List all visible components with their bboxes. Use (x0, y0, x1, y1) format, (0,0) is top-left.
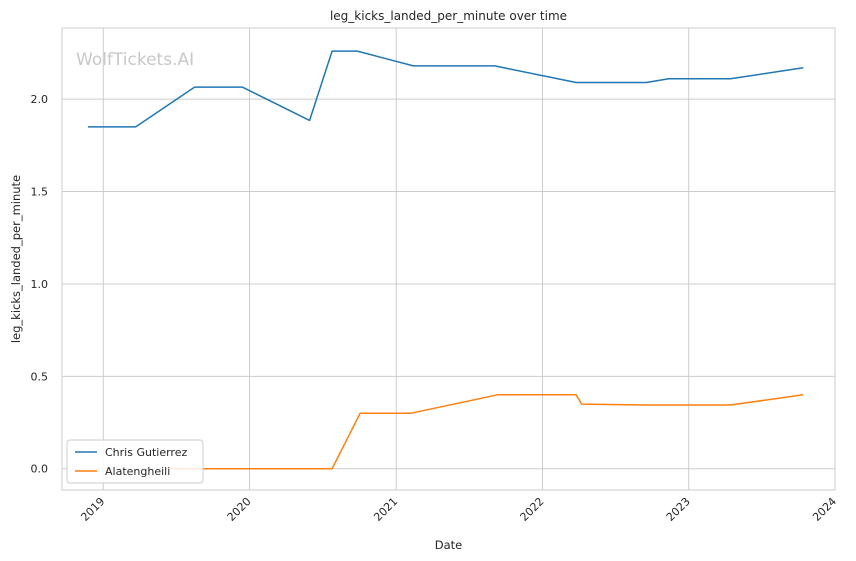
x-axis-title: Date (435, 538, 463, 552)
series-line-1 (88, 50, 804, 128)
y-axis: 0.0 0.5 1.0 1.5 2.0 (31, 93, 49, 476)
x-tick-label: 2019 (78, 495, 107, 524)
y-tick-label: 1.5 (31, 186, 49, 199)
series-layer (88, 50, 804, 470)
series-line-2 (166, 394, 804, 470)
chart-title: leg_kicks_landed_per_minute over time (330, 9, 567, 23)
legend-box (66, 439, 204, 484)
y-tick-label: 0.0 (31, 463, 49, 476)
legend-label: Chris Gutierrez (105, 446, 187, 459)
watermark-text: WolfTickets.AI (76, 50, 194, 70)
x-tick-label: 2024 (810, 495, 839, 524)
legend: Chris Gutierrez Alatengheili (66, 439, 204, 484)
legend-label: Alatengheili (105, 465, 170, 478)
x-tick-label: 2023 (664, 495, 693, 524)
y-axis-title: leg_kicks_landed_per_minute (9, 175, 23, 343)
y-tick-label: 2.0 (31, 93, 49, 106)
x-tick-label: 2021 (371, 495, 400, 524)
y-tick-label: 0.5 (31, 370, 49, 383)
x-axis: 2019 2020 2021 2022 2023 2024 (78, 495, 839, 524)
plot-background (61, 27, 836, 491)
x-tick-label: 2020 (225, 495, 254, 524)
y-tick-label: 1.0 (31, 278, 49, 291)
x-tick-label: 2022 (518, 495, 547, 524)
